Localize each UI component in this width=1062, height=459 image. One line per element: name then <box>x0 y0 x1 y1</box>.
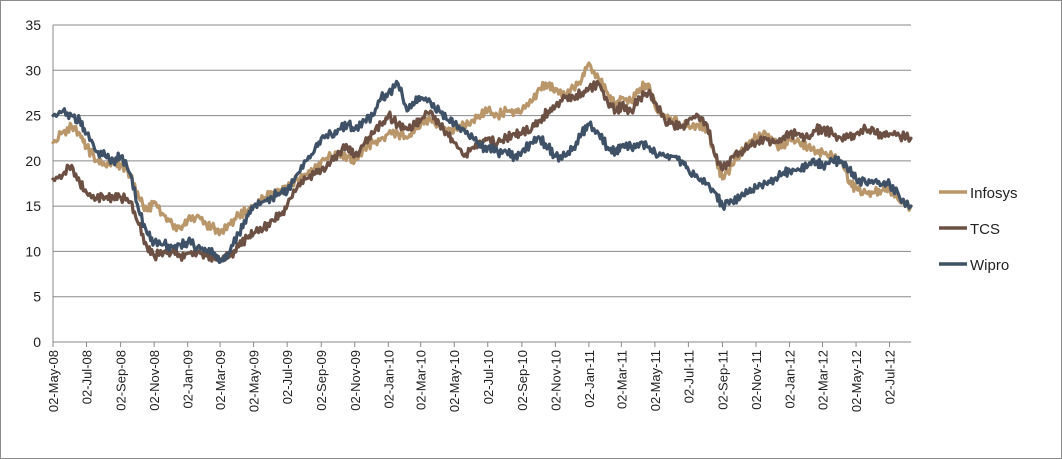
x-tick-label: 02-Sep-11 <box>715 350 730 410</box>
y-tick-label: 35 <box>25 17 41 33</box>
x-tick-label: 02-Mar-12 <box>816 350 831 410</box>
x-axis-ticks: 02-May-08 02-Jul-08 02-Sep-08 02-Nov-08 02-J… <box>46 342 898 412</box>
y-tick-label: 30 <box>25 62 41 78</box>
x-tick-label: 02-Sep-08 <box>114 350 129 411</box>
y-tick-label: 25 <box>25 108 41 124</box>
x-tick-label: 02-Jul-09 <box>280 350 295 404</box>
series-line-infosys <box>51 61 913 237</box>
y-axis-ticks: 0 5 10 15 20 25 30 35 <box>25 17 41 350</box>
x-tick-label: 02-Mar-09 <box>213 350 228 410</box>
series-line-wipro <box>51 79 913 264</box>
x-tick-label: 02-Mar-10 <box>414 350 429 410</box>
legend-label-infosys: Infosys <box>970 185 1018 202</box>
x-tick-label: 02-Jul-11 <box>681 350 696 403</box>
legend-label-wipro: Wipro <box>970 257 1009 274</box>
x-tick-label: 02-Nov-11 <box>749 350 764 410</box>
x-tick-label: 02-Jul-12 <box>883 350 898 404</box>
x-tick-label: 02-Jul-10 <box>481 350 496 404</box>
y-tick-label: 10 <box>25 243 41 259</box>
x-tick-label: 02-Nov-09 <box>348 350 363 411</box>
x-tick-label: 02-May-09 <box>247 350 262 412</box>
x-tick-label: 02-Sep-10 <box>515 350 530 411</box>
series-lines <box>51 61 913 264</box>
axes <box>52 25 911 343</box>
y-tick-label: 5 <box>33 289 41 305</box>
y-tick-label: 20 <box>25 153 41 169</box>
legend-label-tcs: TCS <box>970 221 1000 238</box>
x-tick-label: 02-Nov-10 <box>548 350 563 411</box>
x-tick-label: 02-Jan-09 <box>181 350 196 409</box>
y-tick-label: 0 <box>33 334 41 350</box>
legend: Infosys TCS Wipro <box>939 185 1018 274</box>
x-tick-label: 02-Jan-11 <box>582 350 597 408</box>
y-tick-label: 15 <box>25 198 41 214</box>
x-tick-label: 02-Jan-10 <box>381 350 396 409</box>
x-tick-label: 02-Sep-09 <box>314 350 329 411</box>
x-tick-label: 02-Mar-11 <box>614 350 629 409</box>
x-tick-label: 02-May-11 <box>648 350 663 411</box>
x-tick-label: 02-May-08 <box>46 350 61 412</box>
x-tick-label: 02-Jan-12 <box>783 350 798 409</box>
x-tick-label: 02-Nov-08 <box>147 350 162 411</box>
x-tick-label: 02-Jul-08 <box>80 350 95 404</box>
x-tick-label: 02-May-10 <box>447 350 462 412</box>
x-tick-label: 02-May-12 <box>849 350 864 412</box>
